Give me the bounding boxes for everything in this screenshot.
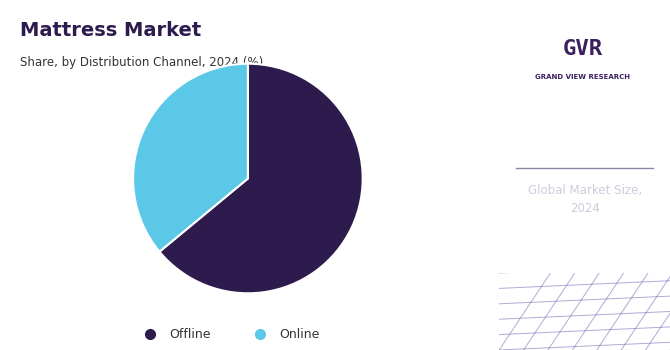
Text: Global Market Size,
2024: Global Market Size, 2024 <box>527 184 642 215</box>
Text: $46.5B: $46.5B <box>530 133 639 161</box>
Text: GRAND VIEW RESEARCH: GRAND VIEW RESEARCH <box>535 74 630 80</box>
Text: Share, by Distribution Channel, 2024 (%): Share, by Distribution Channel, 2024 (%) <box>20 56 263 69</box>
Text: Offline: Offline <box>170 328 211 341</box>
Text: Mattress Market: Mattress Market <box>20 21 201 40</box>
Text: Source:
www.grandviewresearch.com: Source: www.grandviewresearch.com <box>513 296 670 320</box>
Wedge shape <box>133 64 248 252</box>
Wedge shape <box>159 64 362 293</box>
Text: Online: Online <box>279 328 320 341</box>
Text: GVR: GVR <box>563 39 603 59</box>
